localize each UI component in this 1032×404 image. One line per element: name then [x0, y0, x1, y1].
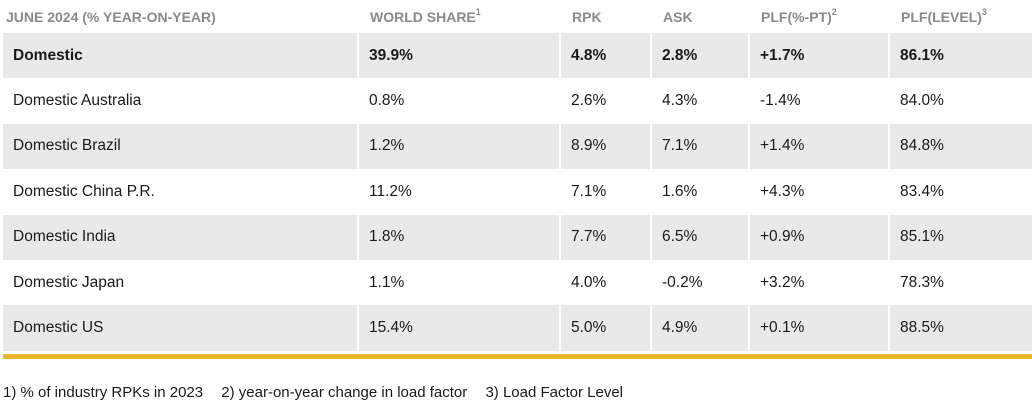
cell-ask: 1.6% [650, 169, 749, 215]
header-row: JUNE 2024 (% YEAR-ON-YEAR) WORLD SHARE1 … [3, 0, 1032, 33]
cell-world-share: 0.8% [357, 78, 560, 124]
cell-rpk: 7.7% [559, 214, 651, 260]
cell-market: Domestic Australia [3, 78, 358, 124]
header-rpk: RPK [572, 8, 602, 25]
cell-plf-pt: +0.1% [748, 305, 889, 351]
table-row: Domestic 39.9% 4.8% 2.8% +1.7% 86.1% [3, 33, 1032, 79]
cell-rpk: 4.0% [559, 259, 651, 306]
cell-world-share: 1.2% [357, 123, 560, 170]
cell-world-share: 11.2% [357, 169, 560, 215]
cell-ask: -0.2% [650, 259, 749, 306]
cell-rpk: 4.8% [559, 33, 651, 79]
cell-plf-pt: +3.2% [748, 259, 889, 306]
cell-ask: 4.9% [650, 305, 749, 351]
traffic-table: JUNE 2024 (% YEAR-ON-YEAR) WORLD SHARE1 … [3, 0, 1032, 351]
cell-ask: 2.8% [650, 33, 749, 79]
table-row: Domestic Brazil 1.2% 8.9% 7.1% +1.4% 84.… [3, 123, 1032, 170]
cell-plf-pt: +1.7% [748, 33, 889, 79]
cell-plf-level: 85.1% [888, 214, 1032, 260]
header-period: JUNE 2024 (% YEAR-ON-YEAR) [6, 8, 216, 25]
cell-plf-level: 78.3% [888, 259, 1032, 306]
cell-plf-pt: +0.9% [748, 214, 889, 260]
header-world-share: WORLD SHARE1 [370, 6, 481, 25]
table-row: Domestic Australia 0.8% 2.6% 4.3% -1.4% … [3, 78, 1032, 124]
cell-rpk: 7.1% [559, 169, 651, 215]
cell-market: Domestic [3, 33, 358, 79]
accent-rule [3, 354, 1032, 359]
header-plf-pt: PLF(%-PT)2 [761, 6, 837, 25]
header-plf-level: PLF(LEVEL)3 [901, 6, 987, 25]
cell-ask: 7.1% [650, 123, 749, 170]
cell-rpk: 8.9% [559, 123, 651, 170]
cell-world-share: 15.4% [357, 305, 560, 351]
cell-market: Domestic Japan [3, 259, 358, 306]
cell-market: Domestic India [3, 214, 358, 260]
footnote-3: 3) Load Factor Level [485, 384, 624, 401]
footnote-2: 2) year-on-year change in load factor [221, 384, 468, 401]
footnote-1: 1) % of industry RPKs in 2023 [3, 384, 204, 401]
cell-world-share: 39.9% [357, 33, 560, 79]
data-table-container: JUNE 2024 (% YEAR-ON-YEAR) WORLD SHARE1 … [3, 0, 1032, 351]
cell-plf-pt: -1.4% [748, 78, 889, 124]
cell-plf-level: 84.0% [888, 78, 1032, 124]
cell-plf-level: 83.4% [888, 169, 1032, 215]
footnotes: 1) % of industry RPKs in 2023 2) year-on… [3, 384, 637, 401]
cell-world-share: 1.8% [357, 214, 560, 260]
cell-ask: 6.5% [650, 214, 749, 260]
header-ask: ASK [663, 8, 693, 25]
cell-plf-pt: +4.3% [748, 169, 889, 215]
cell-plf-level: 88.5% [888, 305, 1032, 351]
cell-plf-level: 86.1% [888, 33, 1032, 79]
table-row: Domestic China P.R. 11.2% 7.1% 1.6% +4.3… [3, 169, 1032, 215]
table-row: Domestic US 15.4% 5.0% 4.9% +0.1% 88.5% [3, 305, 1032, 351]
cell-market: Domestic Brazil [3, 123, 358, 170]
cell-market: Domestic US [3, 305, 358, 351]
cell-market: Domestic China P.R. [3, 169, 358, 215]
cell-ask: 4.3% [650, 78, 749, 124]
cell-rpk: 5.0% [559, 305, 651, 351]
table-row: Domestic Japan 1.1% 4.0% -0.2% +3.2% 78.… [3, 259, 1032, 306]
cell-plf-pt: +1.4% [748, 123, 889, 170]
table-row: Domestic India 1.8% 7.7% 6.5% +0.9% 85.1… [3, 214, 1032, 260]
cell-rpk: 2.6% [559, 78, 651, 124]
cell-plf-level: 84.8% [888, 123, 1032, 170]
cell-world-share: 1.1% [357, 259, 560, 306]
